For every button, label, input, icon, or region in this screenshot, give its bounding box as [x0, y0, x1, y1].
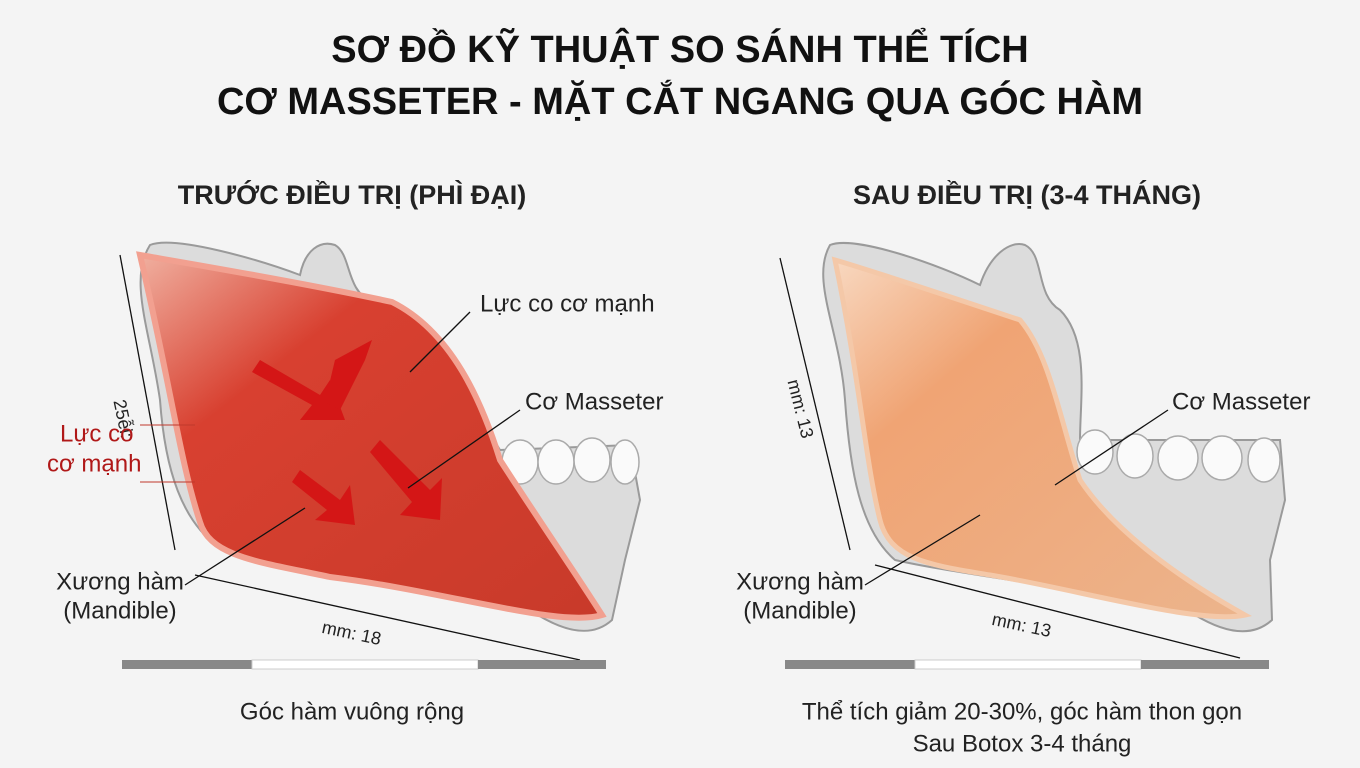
scale-bar [785, 659, 1269, 670]
caption: Thể tích giảm 20-30%, góc hàm thon gọn [802, 698, 1242, 725]
height-dimension [119, 254, 176, 551]
leader [184, 507, 306, 586]
label: Lực co cơ mạnh [480, 290, 655, 317]
after-panel: SAU ĐIỀU TRỊ (3-4 THÁNG) mm: 13 mm: 13 C… [736, 179, 1310, 757]
label: Cơ Masseter [525, 388, 663, 415]
scale-bar [122, 659, 606, 670]
label: Xương hàm [56, 568, 184, 595]
red-label: cơ mạnh [47, 450, 141, 477]
red-label: Lực co [60, 420, 133, 447]
width-dimension [194, 574, 581, 661]
title-line: SƠ ĐỒ KỸ THUẬT SO SÁNH THỂ TÍCH [331, 26, 1028, 71]
leader [864, 514, 981, 586]
width-label: mm: 13 [990, 609, 1053, 641]
panel-heading: TRƯỚC ĐIỀU TRỊ (PHÌ ĐẠI) [178, 179, 526, 210]
teeth [501, 437, 640, 485]
label: Xương hàm [736, 568, 864, 595]
leader [1054, 409, 1169, 486]
label: (Mandible) [63, 597, 176, 624]
caption: Sau Botox 3-4 tháng [913, 730, 1132, 757]
width-dimension [874, 564, 1241, 659]
force-arrows [252, 340, 442, 525]
label: (Mandible) [743, 597, 856, 624]
before-panel: TRƯỚC ĐIỀU TRỊ (PHÌ ĐẠI) 25ễi: mm: 18 Lự… [47, 179, 663, 725]
teeth [1076, 429, 1281, 483]
height-dimension [779, 257, 851, 551]
masseter-muscle [831, 256, 1252, 620]
masseter-muscle [136, 251, 607, 621]
title-line: CƠ MASSETER - MẶT CẮT NGANG QUA GÓC HÀM [217, 79, 1143, 123]
panel-heading: SAU ĐIỀU TRỊ (3-4 THÁNG) [853, 179, 1201, 210]
label: Cơ Masseter [1172, 388, 1310, 415]
caption: Góc hàm vuông rộng [240, 698, 464, 725]
width-label: mm: 18 [320, 617, 383, 649]
leader [409, 311, 471, 373]
height-label: mm: 13 [784, 377, 818, 440]
leader [407, 409, 521, 489]
